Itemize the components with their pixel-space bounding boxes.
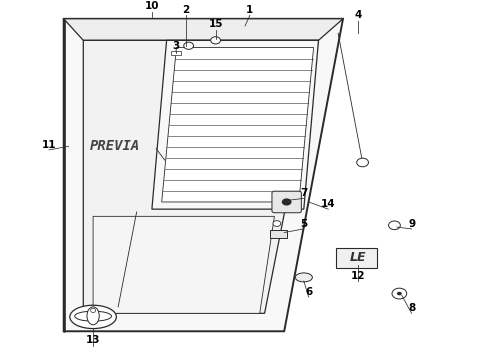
Ellipse shape bbox=[87, 307, 99, 325]
Text: 4: 4 bbox=[354, 10, 362, 20]
Text: 14: 14 bbox=[321, 199, 336, 209]
Circle shape bbox=[282, 198, 292, 206]
Ellipse shape bbox=[91, 308, 96, 312]
Text: 5: 5 bbox=[300, 219, 307, 229]
Ellipse shape bbox=[70, 305, 117, 329]
Text: 11: 11 bbox=[42, 140, 56, 149]
Circle shape bbox=[184, 42, 194, 49]
FancyBboxPatch shape bbox=[336, 248, 377, 268]
Polygon shape bbox=[64, 19, 343, 40]
Polygon shape bbox=[152, 40, 318, 209]
Circle shape bbox=[389, 221, 400, 230]
FancyBboxPatch shape bbox=[272, 191, 301, 213]
Bar bbox=[171, 51, 181, 55]
Text: 8: 8 bbox=[408, 303, 415, 313]
Text: 10: 10 bbox=[145, 1, 159, 11]
Text: 1: 1 bbox=[246, 5, 253, 15]
Polygon shape bbox=[83, 40, 318, 313]
Polygon shape bbox=[162, 48, 314, 202]
Circle shape bbox=[211, 37, 220, 44]
Text: PREVIA: PREVIA bbox=[90, 139, 140, 153]
Text: 3: 3 bbox=[173, 41, 180, 51]
Circle shape bbox=[392, 288, 407, 299]
Text: 12: 12 bbox=[350, 271, 365, 280]
Circle shape bbox=[357, 158, 368, 167]
Text: 2: 2 bbox=[183, 5, 190, 15]
Bar bbox=[270, 230, 287, 238]
Text: 7: 7 bbox=[300, 188, 308, 198]
Polygon shape bbox=[64, 19, 343, 331]
Text: 15: 15 bbox=[208, 19, 223, 29]
Text: 13: 13 bbox=[86, 335, 100, 345]
Circle shape bbox=[273, 221, 281, 226]
Circle shape bbox=[397, 292, 402, 295]
Text: 9: 9 bbox=[408, 219, 415, 229]
Text: 6: 6 bbox=[305, 287, 312, 297]
Ellipse shape bbox=[74, 311, 111, 321]
Ellipse shape bbox=[295, 273, 313, 282]
Text: LE: LE bbox=[349, 251, 366, 264]
Polygon shape bbox=[93, 216, 274, 313]
